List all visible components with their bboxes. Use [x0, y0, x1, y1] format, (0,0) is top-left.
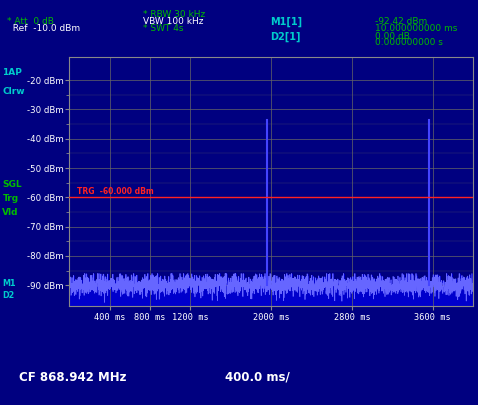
Text: 0.00 dB: 0.00 dB — [375, 32, 410, 40]
Text: Trg: Trg — [2, 194, 19, 203]
Text: SGL: SGL — [2, 180, 22, 189]
Text: M1: M1 — [2, 279, 16, 288]
Text: Clrw: Clrw — [2, 87, 25, 96]
Text: VBW 100 kHz: VBW 100 kHz — [143, 17, 204, 26]
Text: 10.000000000 ms: 10.000000000 ms — [375, 24, 457, 33]
Text: Vld: Vld — [2, 208, 19, 217]
Text: * Att  0 dB: * Att 0 dB — [7, 17, 54, 26]
Text: * RBW 30 kHz: * RBW 30 kHz — [143, 10, 206, 19]
Text: 0.000000000 s: 0.000000000 s — [375, 38, 443, 47]
Text: * SWT 4s: * SWT 4s — [143, 24, 184, 33]
Text: -92.42 dBm: -92.42 dBm — [375, 17, 427, 26]
Text: M1[1]: M1[1] — [270, 17, 302, 27]
Text: Ref  -10.0 dBm: Ref -10.0 dBm — [7, 24, 80, 33]
Text: 400.0 ms/: 400.0 ms/ — [225, 371, 289, 384]
Text: CF 868.942 MHz: CF 868.942 MHz — [19, 371, 127, 384]
Text: TRG  -60.000 dBm: TRG -60.000 dBm — [77, 187, 153, 196]
Text: 1AP: 1AP — [2, 68, 22, 77]
Text: D2[1]: D2[1] — [270, 32, 301, 42]
Text: D2: D2 — [2, 291, 15, 300]
